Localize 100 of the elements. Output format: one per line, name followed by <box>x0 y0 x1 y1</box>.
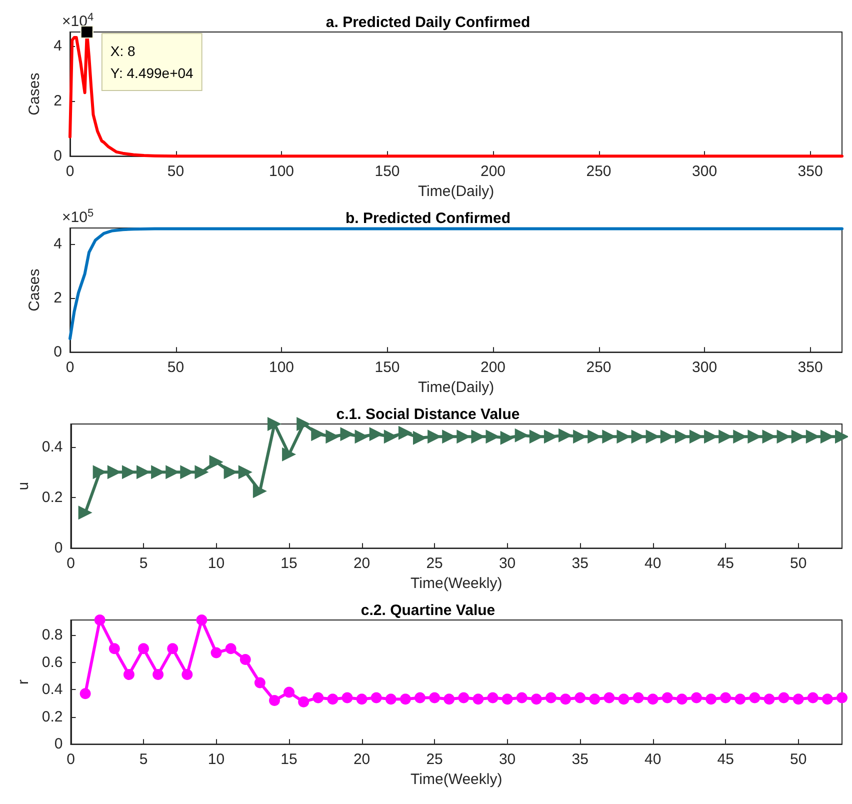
point <box>720 692 732 704</box>
y-tick-label: 0 <box>54 344 62 361</box>
x-tick-label: 0 <box>66 555 75 572</box>
y-tick-label: 0 <box>54 736 63 753</box>
point <box>196 614 208 626</box>
point <box>356 694 368 705</box>
x-tick-label: 50 <box>790 555 807 572</box>
point <box>327 694 338 705</box>
chart-title: b. Predicted Confirmed <box>345 210 511 227</box>
point <box>574 692 586 704</box>
y-axis-title: r <box>15 680 32 685</box>
x-tick-label: 25 <box>426 555 443 572</box>
point <box>632 692 644 704</box>
y-tick-label: 0.6 <box>42 654 63 671</box>
point <box>138 643 150 654</box>
point <box>312 692 324 704</box>
point <box>544 430 558 444</box>
point <box>545 692 556 704</box>
point <box>225 643 236 654</box>
point <box>516 692 528 704</box>
x-tick-label: 250 <box>586 359 612 376</box>
point <box>500 430 514 445</box>
x-tick-label: 0 <box>66 751 75 768</box>
x-tick-label: 50 <box>167 163 184 180</box>
point <box>370 692 382 704</box>
x-tick-label: 25 <box>426 751 443 768</box>
x-tick-label: 250 <box>586 163 612 180</box>
point <box>210 647 222 658</box>
point <box>414 692 426 704</box>
x-tick-label: 0 <box>66 359 74 376</box>
x-tick-label: 40 <box>644 751 662 768</box>
y-tick-label: 2 <box>54 92 62 110</box>
point <box>676 694 688 705</box>
x-tick-label: 30 <box>498 751 516 768</box>
x-tick-label: 30 <box>498 555 516 572</box>
x-tick-label: 20 <box>353 555 370 572</box>
y-tick-label: 0.2 <box>42 708 63 726</box>
y-axis-title: Cases <box>26 72 43 116</box>
point <box>369 427 384 442</box>
point <box>254 677 266 688</box>
point <box>589 694 600 705</box>
y-tick-label: 0 <box>54 148 62 165</box>
x-tick-label: 200 <box>480 163 506 180</box>
x-tick-label: 40 <box>644 555 662 572</box>
point <box>167 643 178 654</box>
x-tick-label: 10 <box>208 751 225 768</box>
annotation: X: 8 Y: 4.499e+04 <box>110 43 194 82</box>
point <box>384 430 398 444</box>
point <box>764 694 775 705</box>
x-axis-title: Time(Weekly) <box>410 575 502 592</box>
x-tick-label: 15 <box>280 751 298 768</box>
point <box>706 694 717 705</box>
point <box>835 430 848 444</box>
point <box>530 694 542 705</box>
point <box>268 694 280 706</box>
point <box>296 417 311 431</box>
y-axis-title: u <box>15 482 32 490</box>
x-tick-label: 100 <box>268 359 294 376</box>
point <box>662 692 673 704</box>
point <box>792 694 804 705</box>
x-axis-title: Time(Daily) <box>418 183 494 200</box>
point <box>400 694 411 705</box>
point <box>340 427 354 442</box>
y-tick-label: 0.8 <box>42 626 63 644</box>
x-tick-label: 35 <box>572 555 588 572</box>
point <box>238 465 252 480</box>
x-tick-label: 20 <box>353 751 370 768</box>
chart-title: a. Predicted Daily Confirmed <box>326 14 530 31</box>
point <box>152 669 164 680</box>
y-tick-label: 4 <box>54 236 62 253</box>
point <box>807 692 818 704</box>
x-tick-label: 50 <box>790 751 807 768</box>
x-tick-label: 350 <box>798 359 823 376</box>
y-axis-title: Cases <box>26 268 43 312</box>
x-tick-label: 45 <box>717 751 734 768</box>
point <box>80 688 91 700</box>
x-tick-label: 10 <box>208 555 225 572</box>
x-tick-label: 200 <box>480 359 506 376</box>
point <box>749 692 760 704</box>
point <box>240 654 251 666</box>
point <box>284 686 295 698</box>
point <box>836 692 848 704</box>
point <box>487 692 498 704</box>
x-tick-label: 5 <box>139 751 148 768</box>
point <box>78 506 92 520</box>
x-tick-label: 35 <box>572 751 588 768</box>
point <box>326 430 340 444</box>
point <box>354 430 369 444</box>
x-tick-label: 15 <box>280 555 298 572</box>
y-tick-label: 0.2 <box>42 488 63 506</box>
x-tick-label: 150 <box>374 359 400 376</box>
point <box>560 694 572 705</box>
point <box>486 430 500 444</box>
point <box>472 694 484 705</box>
point <box>502 694 513 705</box>
point <box>458 692 470 704</box>
point <box>558 428 573 442</box>
point <box>412 430 427 445</box>
x-tick-label: 150 <box>374 163 400 180</box>
line-series <box>68 227 844 340</box>
